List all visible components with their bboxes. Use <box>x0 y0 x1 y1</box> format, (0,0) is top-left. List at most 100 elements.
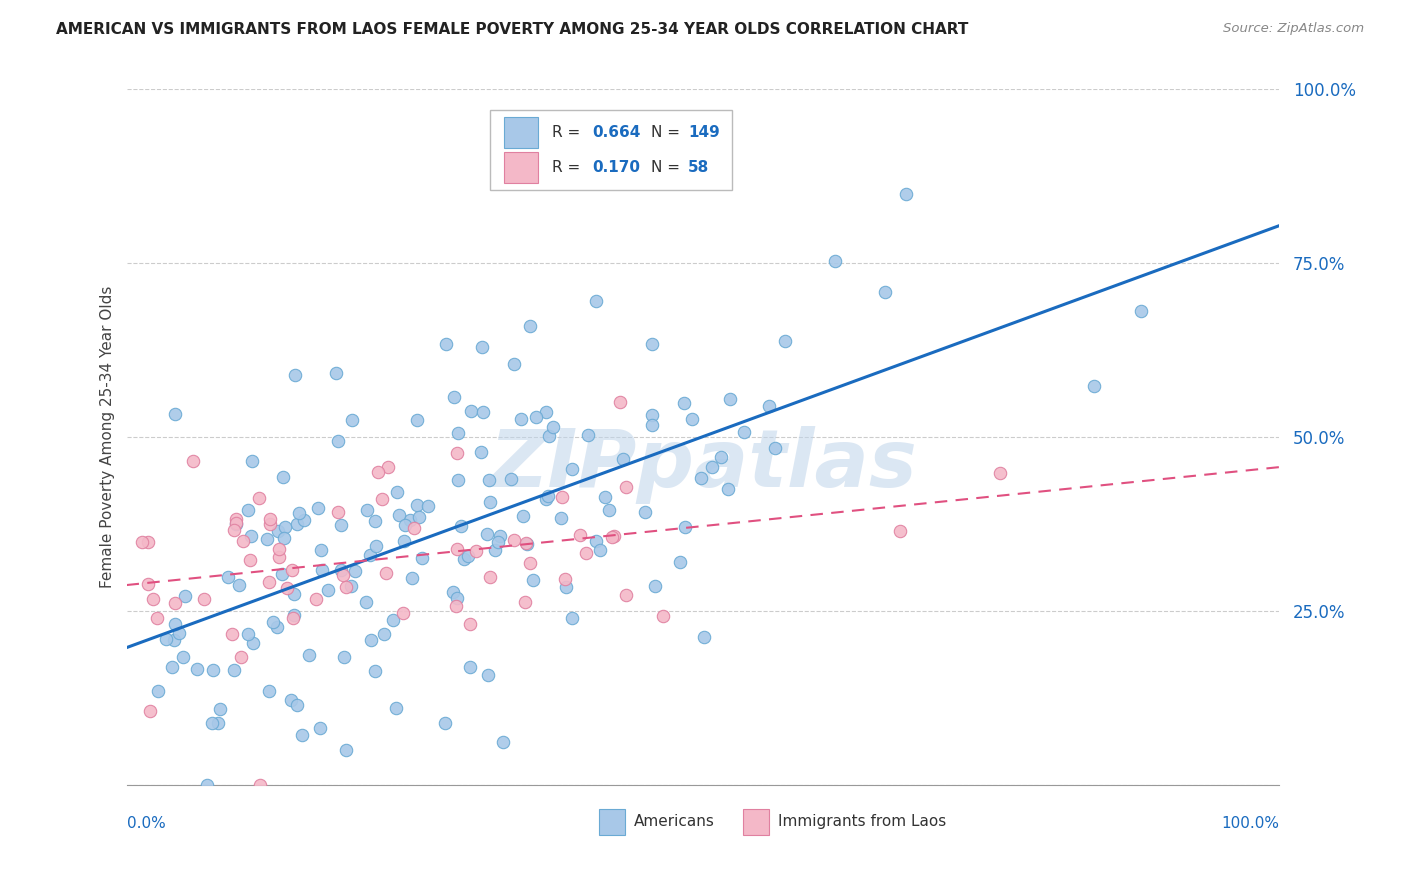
Point <box>131 535 153 549</box>
Point <box>641 337 664 351</box>
Point <box>534 492 557 507</box>
Point <box>641 417 664 432</box>
Point <box>551 491 574 505</box>
Point <box>641 409 664 423</box>
Point <box>276 581 298 595</box>
Point <box>225 512 247 526</box>
Point <box>509 412 531 426</box>
Point <box>446 591 468 605</box>
Point <box>259 511 281 525</box>
Point <box>242 635 264 649</box>
FancyBboxPatch shape <box>599 809 624 835</box>
Point <box>249 778 271 792</box>
Point <box>589 543 612 558</box>
Point <box>280 692 302 706</box>
Point <box>519 556 541 570</box>
Point <box>524 409 547 424</box>
Point <box>232 534 254 549</box>
Point <box>464 544 486 558</box>
Point <box>195 778 218 792</box>
Point <box>492 734 515 748</box>
Point <box>401 571 423 585</box>
Point <box>568 528 591 542</box>
Point <box>240 529 263 543</box>
Point <box>614 480 637 494</box>
Point <box>479 570 502 584</box>
Text: N =: N = <box>651 160 685 175</box>
Point <box>609 395 631 409</box>
Point <box>593 490 616 504</box>
Point <box>693 630 716 644</box>
Point <box>773 334 796 348</box>
Point <box>360 633 382 648</box>
Point <box>139 705 162 719</box>
Text: AMERICAN VS IMMIGRANTS FROM LAOS FEMALE POVERTY AMONG 25-34 YEAR OLDS CORRELATIO: AMERICAN VS IMMIGRANTS FROM LAOS FEMALE … <box>56 22 969 37</box>
Point <box>148 683 170 698</box>
FancyBboxPatch shape <box>503 117 538 148</box>
Point <box>145 611 167 625</box>
Point <box>287 506 309 520</box>
Point <box>373 626 395 640</box>
Point <box>689 471 711 485</box>
Point <box>1083 378 1105 392</box>
Point <box>434 337 457 351</box>
Point <box>298 648 321 662</box>
Point <box>326 434 349 448</box>
Point <box>257 575 280 590</box>
Point <box>499 473 522 487</box>
Point <box>392 606 415 620</box>
Point <box>285 516 308 531</box>
Point <box>585 533 607 548</box>
Point <box>281 563 304 577</box>
Point <box>408 509 430 524</box>
Point <box>385 701 408 715</box>
Point <box>538 429 561 443</box>
Point <box>228 578 250 592</box>
Point <box>522 573 544 587</box>
Point <box>763 441 786 455</box>
FancyBboxPatch shape <box>489 110 731 190</box>
Point <box>446 542 468 557</box>
Point <box>340 413 363 427</box>
Y-axis label: Female Poverty Among 25-34 Year Olds: Female Poverty Among 25-34 Year Olds <box>100 286 115 588</box>
Point <box>988 467 1011 481</box>
Point <box>434 715 457 730</box>
Text: ZIPpatlas: ZIPpatlas <box>489 425 917 504</box>
Point <box>283 611 305 625</box>
Point <box>207 715 229 730</box>
Point <box>382 613 405 627</box>
Point <box>371 492 394 507</box>
Point <box>162 659 184 673</box>
Point <box>575 546 598 560</box>
Point <box>392 533 415 548</box>
Point <box>163 408 186 422</box>
Point <box>332 568 354 582</box>
Point <box>600 530 623 544</box>
Point <box>163 633 186 648</box>
Point <box>165 616 187 631</box>
Point <box>398 513 420 527</box>
Point <box>202 664 225 678</box>
Text: 0.0%: 0.0% <box>127 816 166 831</box>
Point <box>450 519 472 533</box>
FancyBboxPatch shape <box>503 152 538 183</box>
Point <box>308 721 330 735</box>
Point <box>471 340 494 354</box>
Point <box>472 405 495 419</box>
Point <box>475 527 498 541</box>
Point <box>335 580 357 594</box>
Point <box>307 500 329 515</box>
Point <box>155 632 177 646</box>
Point <box>478 494 501 508</box>
Point <box>271 566 294 581</box>
Point <box>585 294 607 309</box>
Point <box>364 539 387 553</box>
Point <box>388 508 411 522</box>
Point <box>367 465 389 479</box>
Point <box>681 412 703 426</box>
Point <box>273 531 295 545</box>
Point <box>561 611 583 625</box>
Point <box>292 513 315 527</box>
Point <box>441 585 464 599</box>
Text: 0.664: 0.664 <box>592 125 641 140</box>
